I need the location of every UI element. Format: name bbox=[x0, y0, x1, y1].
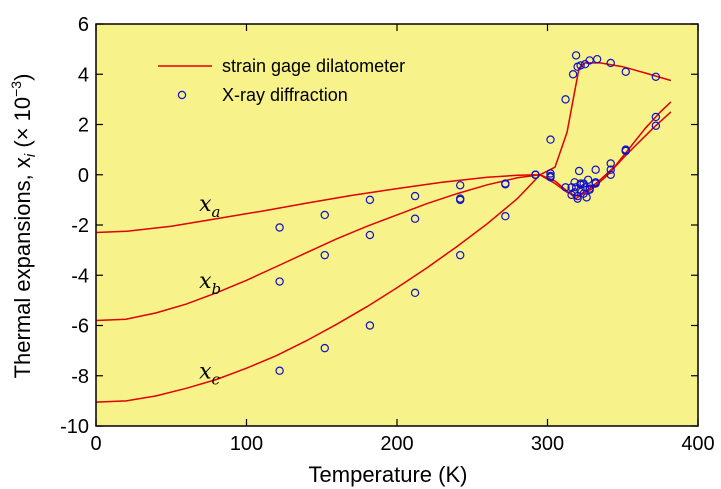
curve-c-point bbox=[501, 212, 510, 221]
curve-c-point bbox=[275, 366, 284, 375]
curve-a-point bbox=[546, 169, 555, 178]
y-tick-label: 2 bbox=[78, 115, 89, 137]
y-axis-title-subscript: i bbox=[22, 153, 39, 157]
curve-a-point bbox=[592, 54, 602, 64]
x-tick-label: 100 bbox=[230, 433, 263, 455]
y-tick-label: -6 bbox=[71, 316, 89, 338]
curve-a-point bbox=[571, 51, 581, 60]
plot-area bbox=[96, 24, 698, 426]
curve-c-point bbox=[621, 146, 630, 156]
curve-c-point bbox=[456, 250, 465, 260]
curve-a-point bbox=[410, 191, 420, 201]
curve-a-point bbox=[568, 70, 578, 79]
y-axis-title-close: ) bbox=[10, 74, 35, 81]
legend-label-dilatometer: strain gage dilatometer bbox=[222, 56, 405, 76]
y-axis-title: Thermal expansions, xi (× 10−3) bbox=[8, 74, 39, 379]
curve-b-point bbox=[410, 214, 420, 223]
curve-b-point bbox=[583, 175, 593, 184]
curve-a-point bbox=[561, 95, 570, 104]
curve-c-point bbox=[591, 179, 600, 188]
curve-a-point bbox=[606, 58, 615, 68]
curve-label-a: xa bbox=[199, 192, 220, 221]
curve-c-point bbox=[606, 165, 615, 174]
y-axis-title-unit: (× 10 bbox=[10, 97, 35, 154]
y-tick-label: -2 bbox=[71, 215, 89, 237]
curve-a-point bbox=[576, 61, 585, 70]
curve-b-point bbox=[456, 194, 465, 203]
curve-a-point bbox=[580, 183, 590, 192]
y-tick-label: 0 bbox=[78, 165, 89, 187]
x-tick-label: 300 bbox=[531, 433, 564, 455]
curve-c-point bbox=[582, 193, 591, 202]
curve-b-point bbox=[651, 112, 661, 122]
curve-label-b: xb bbox=[199, 269, 221, 298]
curve-c-point bbox=[573, 194, 582, 203]
x-tick-label: 0 bbox=[90, 433, 101, 455]
curve-a-point bbox=[546, 135, 555, 144]
tick-labels: 0 100 200 300 400 -10 -8 -6 -4 -2 0 2 4 6 bbox=[60, 14, 715, 455]
y-tick-label: 4 bbox=[78, 64, 89, 86]
curve-a-point bbox=[561, 183, 570, 192]
y-tick-label: 6 bbox=[78, 14, 89, 36]
curve-c-point bbox=[531, 170, 540, 179]
curve-labels: xa xb xc bbox=[199, 192, 221, 388]
legend-marker-swatch bbox=[177, 90, 187, 100]
curve-a-point bbox=[621, 67, 630, 76]
y-tick-label: -4 bbox=[71, 265, 89, 287]
x-axis-title: Temperature (K) bbox=[309, 462, 468, 487]
curve-a-point bbox=[606, 170, 615, 179]
curve-c-point bbox=[320, 343, 329, 353]
curve-c-point bbox=[574, 166, 584, 176]
curve-b-point bbox=[320, 250, 329, 260]
x-tick-label: 400 bbox=[681, 433, 714, 455]
curve-label-c: xc bbox=[199, 359, 220, 388]
legend: strain gage dilatometer X-ray diffractio… bbox=[158, 56, 405, 105]
curve-c-point bbox=[585, 185, 594, 195]
curve-c-point bbox=[576, 180, 585, 189]
data-points bbox=[275, 51, 661, 375]
curve-a-point bbox=[651, 72, 661, 81]
y-tick-label: -8 bbox=[71, 366, 89, 388]
y-tick-label: -10 bbox=[60, 416, 89, 438]
curve-a-point bbox=[275, 223, 284, 232]
curve-a-point bbox=[365, 195, 375, 205]
curve-a-line bbox=[95, 62, 672, 234]
curve-c-point bbox=[365, 321, 375, 330]
curve-b-point bbox=[501, 180, 510, 189]
legend-label-xray: X-ray diffraction bbox=[222, 85, 348, 105]
curve-b-point bbox=[365, 230, 375, 240]
curve-a-point bbox=[320, 210, 329, 220]
y-axis-title-main: Thermal expansions, x bbox=[10, 157, 35, 378]
curve-a-point bbox=[651, 121, 661, 130]
curve-b-point bbox=[606, 159, 615, 168]
curve-b-point bbox=[591, 165, 600, 174]
curve-a-point bbox=[456, 181, 465, 190]
curve-c-point bbox=[546, 171, 555, 181]
plot-frame bbox=[95, 23, 699, 427]
curve-b-point bbox=[275, 277, 284, 286]
curve-c-point bbox=[410, 288, 420, 298]
y-axis-title-exponent: −3 bbox=[8, 81, 24, 97]
x-tick-label: 200 bbox=[380, 433, 413, 455]
